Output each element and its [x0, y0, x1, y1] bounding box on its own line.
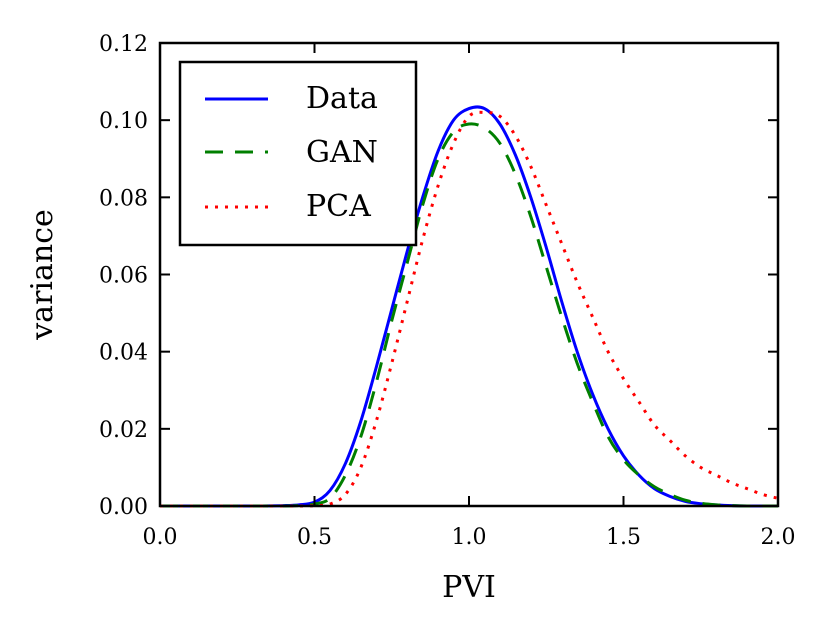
- x-tick-label: 0.0: [143, 525, 178, 550]
- tick-labels-layer: 0.0 0.5 1.0 1.5 2.0 0.00 0.02 0.04 0.06 0.08 0.10 0…: [99, 32, 795, 550]
- legend: Data GAN PCA: [178, 60, 418, 247]
- legend-label-gan: GAN: [306, 135, 378, 170]
- y-tick-label: 0.06: [99, 264, 148, 289]
- y-tick-label: 0.00: [99, 495, 148, 520]
- ticks-layer: [159, 42, 779, 507]
- x-tick-label: 2.0: [761, 525, 796, 550]
- x-tick-label: 1.0: [452, 525, 487, 550]
- y-tick-label: 0.04: [99, 341, 148, 366]
- x-tick-label: 0.5: [297, 525, 332, 550]
- x-tick-label: 1.5: [606, 525, 641, 550]
- y-axis-title: variance: [25, 209, 60, 341]
- y-tick-label: 0.10: [99, 109, 148, 134]
- series-line-pca: [160, 110, 779, 508]
- y-tick-label: 0.12: [99, 32, 148, 57]
- y-tick-label: 0.02: [99, 418, 148, 443]
- y-tick-label: 0.08: [99, 186, 148, 211]
- x-axis-title: PVI: [442, 570, 496, 605]
- legend-label-pca: PCA: [306, 189, 371, 224]
- legend-label-data: Data: [306, 81, 378, 116]
